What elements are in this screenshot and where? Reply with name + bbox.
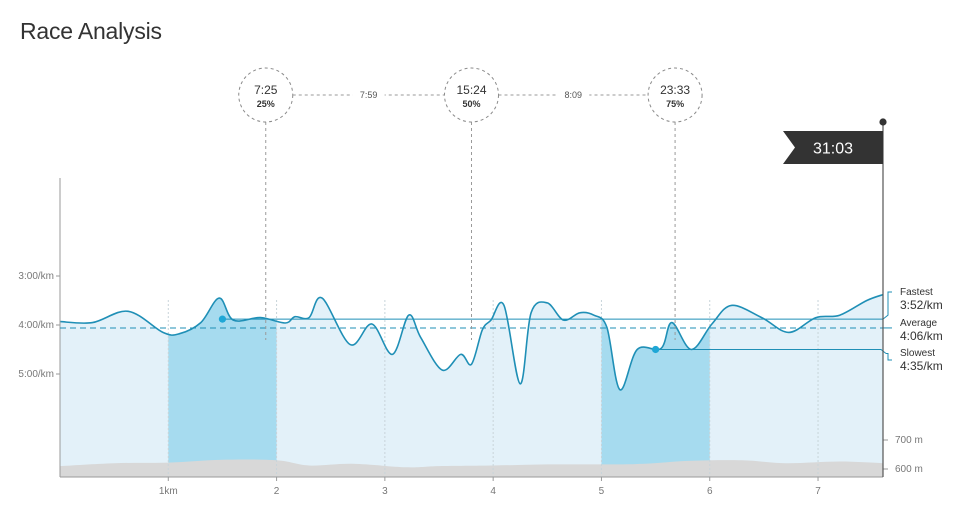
finish-layer: 31:03 bbox=[783, 118, 887, 477]
fastest-connector bbox=[882, 291, 892, 320]
x-tick-label: 6 bbox=[707, 486, 713, 497]
elevation-area bbox=[60, 459, 883, 477]
slowest-point bbox=[651, 345, 660, 354]
x-tick-label: 1km bbox=[159, 486, 178, 497]
fastest-point bbox=[218, 315, 227, 323]
split-label-bg bbox=[557, 88, 590, 101]
checkpoint-time-2: 15:24 bbox=[456, 83, 486, 97]
grid-layer bbox=[167, 300, 819, 477]
x-tick-label: 7 bbox=[815, 486, 821, 497]
x-tick-label: 3 bbox=[382, 486, 388, 497]
highlight-range-2 bbox=[601, 294, 710, 477]
legend-average-value: 4:06/km bbox=[900, 329, 943, 343]
finish-pole-top bbox=[879, 118, 887, 126]
pace-tick-label: 4:00/km bbox=[18, 320, 54, 331]
legend-slowest-value: 4:35/km bbox=[900, 359, 943, 373]
split-time-2: 8:09 bbox=[565, 90, 583, 100]
checkpoint-bubble-3 bbox=[647, 67, 703, 123]
x-tick-label: 2 bbox=[274, 486, 280, 497]
finish-flag bbox=[783, 131, 883, 164]
split-time-1: 7:59 bbox=[360, 90, 378, 100]
pace-layer bbox=[59, 293, 884, 391]
pace-line bbox=[59, 293, 884, 391]
split-label-bg bbox=[352, 88, 385, 101]
slowest-connector bbox=[886, 352, 892, 361]
slowest-pace-line bbox=[655, 348, 887, 354]
legend-slowest-title: Slowest bbox=[900, 348, 935, 359]
x-tick-label: 5 bbox=[599, 486, 605, 497]
pace-tick-label: 5:00/km bbox=[18, 369, 54, 380]
checkpoint-time-3: 23:33 bbox=[660, 83, 690, 97]
checkpoint-percent-3: 75% bbox=[666, 99, 684, 109]
legend-fastest-title: Fastest bbox=[900, 287, 933, 298]
legend-average-title: Average bbox=[900, 318, 938, 329]
elevation-layer bbox=[60, 459, 883, 477]
checkpoint-time-1: 7:25 bbox=[254, 83, 278, 97]
pace-tick-label: 3:00/km bbox=[18, 271, 54, 282]
legend-fastest-value: 3:52/km bbox=[900, 298, 943, 312]
finish-time: 31:03 bbox=[813, 141, 853, 158]
x-tick-label: 4 bbox=[490, 486, 496, 497]
elevation-tick-label: 700 m bbox=[895, 435, 923, 446]
checkpoint-percent-2: 50% bbox=[462, 99, 480, 109]
axes-layer: 1km 2 3 4 5 6 7 3:00/km 4:00/km 5:00/km 600 m 700 m bbox=[18, 178, 923, 497]
elevation-tick-label: 600 m bbox=[895, 464, 923, 475]
checkpoint-percent-1: 25% bbox=[257, 99, 275, 109]
checkpoints-layer: 7:25 25% 15:24 50% 23:33 75% 7:59 8:09 bbox=[238, 67, 703, 340]
page-title: Race Analysis bbox=[20, 18, 162, 44]
